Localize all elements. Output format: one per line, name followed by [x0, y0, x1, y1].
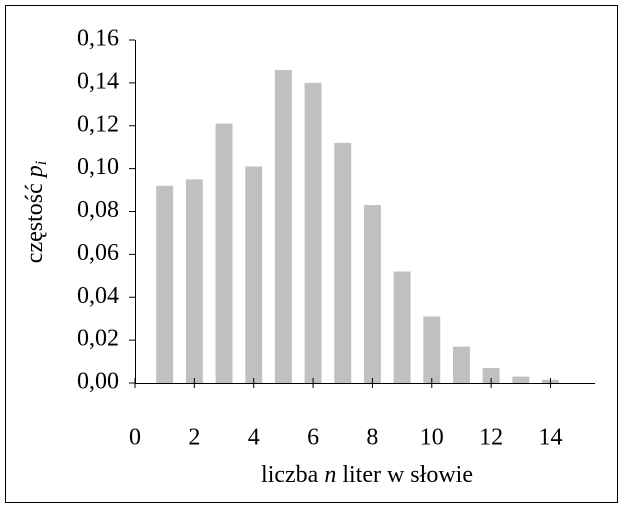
x-tick-label: 4 [248, 425, 260, 451]
y-axis-label: częstość pi [22, 161, 50, 263]
y-tick-label: 0,10 [77, 154, 119, 180]
y-tick-label: 0,14 [77, 68, 119, 94]
bar [482, 367, 500, 383]
bar [156, 185, 174, 383]
chart-border [5, 5, 618, 503]
bar [245, 166, 263, 383]
y-tick-label: 0,16 [77, 26, 119, 52]
x-tick-label: 0 [129, 425, 141, 451]
y-tick-label: 0,02 [77, 326, 119, 352]
bar [215, 123, 233, 383]
bar [452, 346, 470, 383]
bar [304, 82, 322, 383]
x-label-symbol: n [324, 462, 336, 488]
bar [512, 376, 530, 383]
x-tick-label: 10 [420, 425, 444, 451]
x-tick-label: 12 [479, 425, 503, 451]
x-label-text: liter w słowie [342, 462, 473, 488]
y-label-subscript: i [33, 161, 50, 165]
x-label-text: liczba [261, 462, 319, 488]
y-tick-label: 0,04 [77, 283, 119, 309]
x-axis-label: liczba n liter w słowie [261, 462, 473, 488]
bar [185, 179, 203, 383]
x-tick-label: 6 [307, 425, 319, 451]
y-label-symbol: p [22, 165, 48, 179]
y-tick-label: 0,12 [77, 111, 119, 137]
bar [274, 70, 292, 383]
x-tick-label: 8 [366, 425, 378, 451]
bar [334, 142, 352, 383]
x-tick-label: 2 [188, 425, 200, 451]
bar [423, 316, 441, 383]
y-label-text: częstość [22, 183, 48, 263]
y-tick-label: 0,00 [77, 369, 119, 395]
y-tick-label: 0,06 [77, 240, 119, 266]
bar [393, 271, 411, 383]
y-tick-label: 0,08 [77, 197, 119, 223]
x-tick-label: 14 [538, 425, 562, 451]
bar [363, 205, 381, 383]
